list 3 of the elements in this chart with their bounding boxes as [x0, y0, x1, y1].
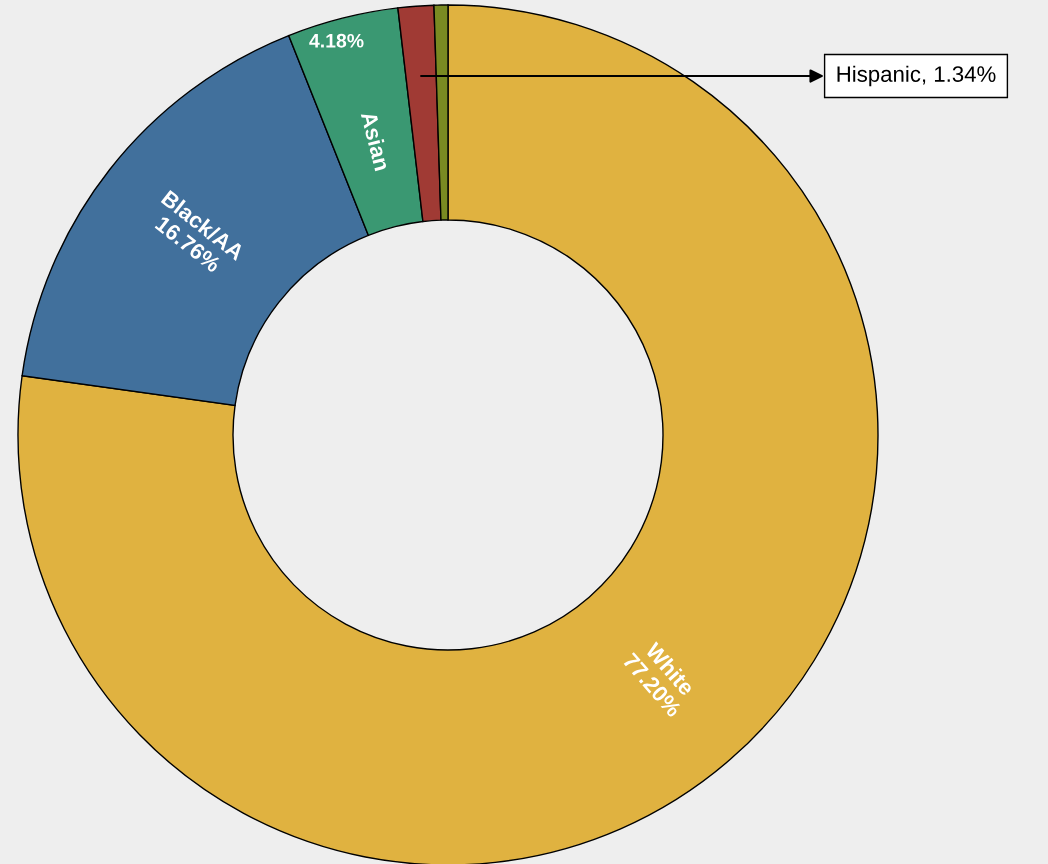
- slice-label: Asian: [360, 110, 391, 172]
- data-label: 4.18%: [309, 33, 364, 48]
- slice-label: Hispanic, 1.34%: [837, 65, 996, 87]
